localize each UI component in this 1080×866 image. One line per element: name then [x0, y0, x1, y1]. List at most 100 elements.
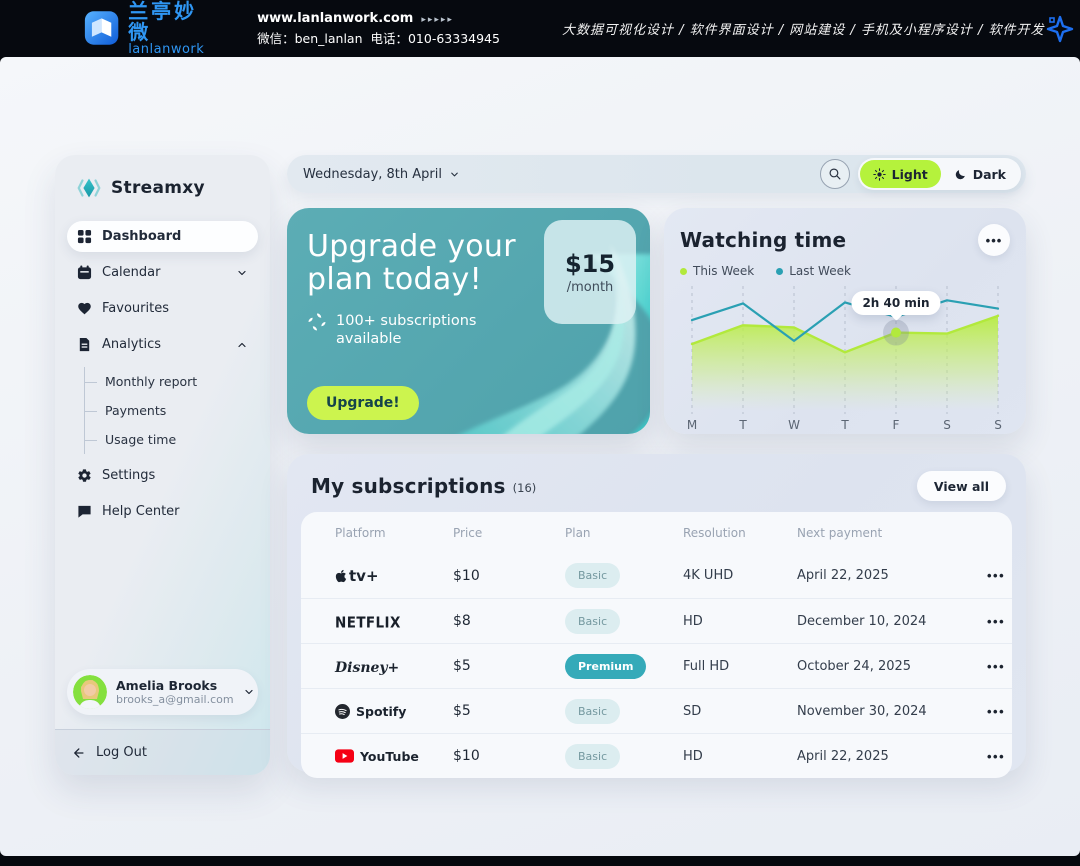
sidebar-item-settings[interactable]: Settings [67, 460, 258, 491]
this-week-area [692, 315, 998, 411]
sidebar-item-analytics[interactable]: Analytics [67, 329, 258, 360]
subscription-row-spotify: Spotify $5 Basic SD November 30, 2024 ••• [301, 688, 1012, 733]
brand-name-cn: 兰亭妙微 [128, 0, 198, 44]
row-menu-button[interactable]: ••• [987, 703, 1006, 719]
search-button[interactable] [819, 159, 850, 189]
sidebar-subitem-usage-time[interactable]: Usage time [85, 425, 258, 454]
legend-last-week: Last Week [776, 264, 851, 278]
card-more-button[interactable]: ••• [978, 224, 1010, 256]
calendar-icon [77, 265, 92, 280]
moon-icon [955, 169, 965, 179]
chevron-down-icon [236, 267, 248, 279]
apple-icon [335, 569, 347, 582]
price-period: /month [566, 279, 614, 295]
subscriptions-table: Platform Price Plan Resolution Next paym… [301, 512, 1012, 778]
banner-brand: 兰亭妙微 lanlanwork [84, 0, 209, 57]
x-axis-label: T [841, 418, 849, 432]
subscription-row-youtube: YouTube $10 Basic HD April 22, 2025 ••• [301, 733, 1012, 778]
banner-website: www.lanlanwork.com [257, 11, 414, 27]
report-icon [79, 337, 90, 352]
x-axis-label: F [892, 418, 900, 432]
sidebar-item-label: Favourites [102, 301, 169, 316]
user-profile-card[interactable]: Amelia Brooks brooks_a@gmail.com [67, 669, 258, 715]
cell-next-payment: December 10, 2024 [797, 613, 927, 629]
sidebar-subitem-payments[interactable]: Payments [85, 396, 258, 425]
x-axis-label: S [994, 418, 1002, 432]
site-banner: 兰亭妙微 lanlanwork www.lanlanwork.com ▸▸▸▸▸ … [0, 0, 1080, 57]
upgrade-banner-card: Upgrade your plan today! 100+ subscripti… [287, 208, 650, 434]
subscriptions-count: (16) [512, 481, 537, 495]
price-chip: $15 /month [544, 220, 636, 324]
banner-contact: www.lanlanwork.com ▸▸▸▸▸ 微信：ben_lanlan 电话… [257, 8, 500, 49]
x-axis-label: M [686, 418, 698, 432]
last-week-line [690, 299, 1000, 342]
subscriptions-title: My subscriptions [311, 474, 506, 498]
col-plan: Plan [565, 525, 591, 540]
cell-plan: Basic [565, 743, 683, 769]
cell-platform: Spotify [335, 703, 453, 719]
spotify-icon [335, 703, 350, 719]
cell-plan: Basic [565, 608, 683, 634]
theme-light-button[interactable]: Light [859, 160, 941, 188]
theme-dark-label: Dark [972, 166, 1006, 182]
row-menu-button[interactable]: ••• [987, 748, 1006, 764]
search-icon [829, 168, 841, 180]
current-date: Wednesday, 8th April [303, 166, 442, 182]
sidebar-item-calendar[interactable]: Calendar [67, 257, 258, 288]
watching-time-title: Watching time [680, 228, 847, 252]
cell-price: $8 [453, 613, 471, 629]
this-week-line [690, 314, 1000, 354]
analytics-submenu: Monthly report Payments Usage time [84, 367, 258, 454]
sidebar: Streamxy Dashboard Calendar [55, 155, 270, 775]
view-all-button[interactable]: View all [916, 471, 1006, 501]
x-axis-label: W [788, 418, 800, 432]
topbar: Wednesday, 8th April [287, 155, 1026, 193]
theme-dark-button[interactable]: Dark [941, 160, 1019, 188]
logout-button[interactable]: Log Out [55, 729, 270, 775]
sidebar-subitem-monthly-report[interactable]: Monthly report [85, 367, 258, 396]
cell-price: $10 [453, 748, 480, 764]
col-platform: Platform [335, 525, 386, 540]
netflix-logo: NETFLIX [335, 613, 401, 632]
streamxy-logo-icon [77, 178, 101, 198]
app-logo: Streamxy [67, 177, 258, 199]
content-area: Streamxy Dashboard Calendar [0, 57, 1080, 856]
row-menu-button[interactable]: ••• [987, 658, 1006, 674]
sidebar-item-dashboard[interactable]: Dashboard [67, 221, 258, 252]
upgrade-button[interactable]: Upgrade! [307, 386, 419, 420]
date-selector[interactable]: Wednesday, 8th April [303, 167, 460, 182]
sidebar-item-favourites[interactable]: Favourites [67, 293, 258, 324]
cell-next-payment: April 22, 2025 [797, 748, 889, 764]
disney-plus-logo: Disney+ [335, 659, 400, 676]
sidebar-item-help-center[interactable]: Help Center [67, 496, 258, 527]
pinwheel-icon [308, 313, 326, 331]
arrow-left-icon [74, 747, 84, 758]
sidebar-item-label: Analytics [102, 337, 162, 352]
cell-price: $5 [453, 658, 471, 674]
row-menu-button[interactable]: ••• [987, 613, 1006, 629]
grid-icon [77, 229, 92, 244]
row-menu-button[interactable]: ••• [987, 568, 1006, 583]
cell-platform: YouTube [335, 749, 453, 764]
col-price: Price [453, 525, 483, 540]
upgrade-subtitle: 100+ subscriptions available [336, 313, 477, 348]
watching-time-card: Watching time ••• This Week Last Week [664, 208, 1026, 434]
theme-toggle: Light Dark [857, 158, 1021, 190]
youtube-logo: YouTube [335, 749, 453, 764]
chat-icon [78, 505, 91, 518]
cell-resolution: HD [683, 748, 703, 764]
youtube-icon [335, 749, 354, 763]
plan-badge: Basic [565, 698, 621, 724]
cell-resolution: SD [683, 703, 702, 719]
cell-platform: tv+ [335, 567, 453, 585]
cell-resolution: 4K UHD [683, 568, 734, 583]
profile-email: brooks_a@gmail.com [116, 693, 234, 706]
cell-price: $5 [453, 703, 471, 719]
watching-chart-svg [690, 286, 1000, 414]
plan-badge: Basic [565, 608, 621, 634]
cell-plan: Premium [565, 653, 683, 679]
chart-legend: This Week Last Week [680, 264, 1010, 278]
cell-resolution: Full HD [683, 658, 730, 674]
cell-platform: NETFLIX [335, 612, 453, 632]
